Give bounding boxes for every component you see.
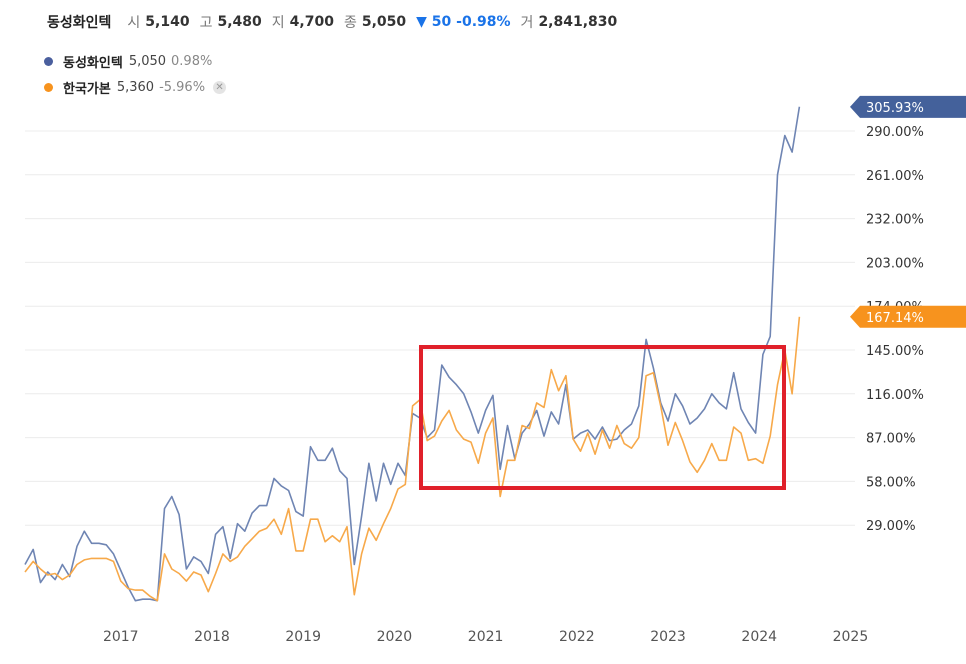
x-tick-label: 2018	[194, 629, 230, 645]
highlight-box	[419, 345, 786, 490]
close-value: 5,050	[361, 14, 407, 30]
close-label: 종	[343, 15, 357, 31]
y-tick-label: 203.00%	[866, 256, 924, 271]
legend-series-value: 5,050	[128, 53, 167, 69]
low-label: 지	[271, 15, 285, 31]
x-tick-label: 2017	[103, 629, 139, 645]
high-value: 5,480	[217, 14, 262, 30]
open-label: 시	[127, 15, 141, 31]
legend-item-dongsung[interactable]: 동성화인텍 5,050 0.98%	[44, 50, 226, 72]
end-value-badge	[850, 305, 966, 328]
y-tick-label: 87.00%	[866, 432, 916, 447]
volume-label: 거	[520, 15, 534, 31]
x-tick-label: 2023	[650, 629, 686, 645]
close-icon[interactable]: ✕	[213, 80, 227, 94]
series-line-dongsung	[24, 106, 801, 602]
end-value-label: 305.93%	[866, 101, 924, 116]
quote-header: 동성화인텍 시 5,140 고 5,480 지 4,700 종 5,050 ▼ …	[47, 10, 627, 34]
x-tick-label: 2021	[468, 629, 504, 645]
open-value: 5,140	[145, 14, 190, 30]
end-value-badge	[850, 95, 966, 118]
y-tick-label: 58.00%	[866, 475, 916, 490]
y-tick-label: 290.00%	[866, 125, 924, 140]
legend-series-change: -5.96%	[159, 79, 206, 95]
legend-item-hankuk[interactable]: 한국가본 5,360 -5.96% ✕	[44, 76, 227, 98]
y-tick-label: 145.00%	[866, 344, 924, 359]
series-dot	[44, 56, 53, 66]
change-value: ▼ 50 -0.98%	[416, 14, 511, 30]
y-tick-label: 232.00%	[866, 213, 924, 228]
high-label: 고	[199, 15, 213, 31]
legend-series-name: 동성화인텍	[63, 55, 123, 71]
legend-series-value: 5,360	[116, 79, 155, 95]
stock-name: 동성화인텍	[47, 15, 112, 31]
low-value: 4,700	[289, 14, 334, 30]
legend: 동성화인텍 5,050 0.98% 한국가본 5,360 -5.96% ✕	[44, 50, 227, 102]
x-tick-label: 2025	[833, 629, 869, 645]
y-tick-label: 116.00%	[866, 388, 924, 403]
y-tick-label: 29.00%	[866, 519, 916, 534]
series-dot	[44, 82, 53, 92]
x-tick-label: 2024	[741, 629, 777, 645]
x-tick-label: 2020	[377, 629, 413, 645]
legend-series-change: 0.98%	[171, 53, 213, 69]
series-line-hankuk	[24, 316, 801, 602]
legend-series-name: 한국가본	[63, 81, 111, 97]
x-tick-label: 2022	[559, 629, 595, 645]
volume-value: 2,841,830	[538, 14, 618, 30]
x-tick-label: 2019	[285, 629, 321, 645]
y-tick-label: 261.00%	[866, 169, 924, 184]
end-value-label: 167.14%	[866, 311, 924, 326]
